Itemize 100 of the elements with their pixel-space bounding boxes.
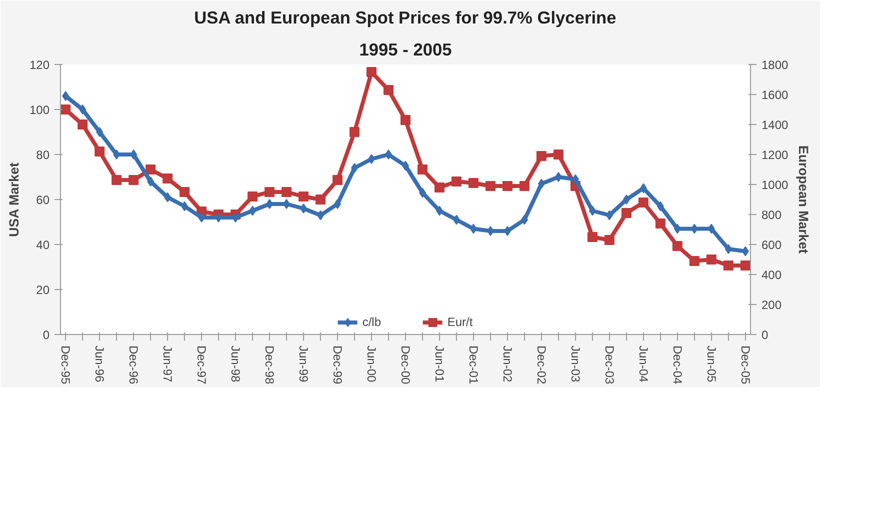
- point: [674, 224, 681, 234]
- point: [554, 172, 562, 182]
- point: [706, 254, 716, 264]
- y2-tick-label: 1000: [762, 178, 789, 192]
- x-tick-label: Dec-01: [466, 346, 480, 385]
- y-tick-label: 0: [42, 328, 50, 342]
- x-tick-label: Dec-97: [194, 346, 209, 385]
- x-tick-label: Dec-03: [602, 346, 616, 385]
- point: [198, 212, 206, 222]
- point: [78, 120, 88, 130]
- point: [723, 260, 734, 270]
- y-tick-label: 100: [29, 103, 50, 117]
- point: [690, 224, 698, 234]
- point: [264, 187, 275, 197]
- point: [248, 192, 258, 202]
- y-tick-label: 40: [36, 238, 50, 252]
- legend-label: c/lb: [362, 315, 382, 329]
- x-tick-label: Dec-04: [670, 346, 684, 385]
- point: [113, 150, 120, 160]
- x-tick-label: Dec-99: [330, 346, 345, 385]
- point: [266, 199, 274, 209]
- y-axis-title: USA Market: [6, 162, 22, 237]
- x-tick-label: Jun-04: [636, 346, 650, 383]
- x-tick-label: Jun-05: [704, 346, 718, 383]
- x-tick-label: Jun-00: [364, 346, 379, 383]
- point: [62, 91, 70, 101]
- point: [298, 192, 309, 202]
- y2-axis-title: European Market: [796, 145, 812, 254]
- point: [164, 192, 172, 202]
- point: [418, 188, 426, 198]
- point: [520, 214, 528, 225]
- point: [249, 206, 256, 216]
- x-tick-label: Dec-98: [262, 346, 277, 385]
- point: [504, 226, 511, 236]
- point: [368, 154, 376, 164]
- point: [180, 187, 190, 197]
- y2-tick-label: 1800: [762, 58, 789, 72]
- point: [638, 198, 648, 208]
- point: [485, 181, 496, 191]
- point: [316, 194, 326, 204]
- point: [60, 104, 71, 114]
- point: [536, 151, 546, 161]
- point: [740, 260, 750, 270]
- point: [300, 204, 308, 214]
- y2-tick-label: 400: [762, 268, 782, 282]
- point: [708, 224, 715, 234]
- point: [621, 208, 632, 218]
- point: [553, 150, 564, 160]
- point: [436, 206, 443, 216]
- point: [384, 85, 394, 95]
- y-tick-label: 20: [36, 283, 50, 297]
- point: [572, 174, 579, 184]
- point: [640, 183, 647, 194]
- point: [334, 199, 342, 209]
- point: [351, 163, 358, 173]
- x-tick-label: Jun-96: [92, 346, 107, 383]
- point: [434, 182, 444, 192]
- x-tick-label: Jun-97: [160, 346, 175, 383]
- point: [656, 201, 664, 212]
- y2-tick-label: 1400: [762, 118, 789, 132]
- point: [604, 235, 614, 245]
- x-tick-label: Dec-00: [398, 346, 412, 385]
- point: [655, 218, 666, 228]
- x-tick-label: Jun-03: [568, 346, 582, 383]
- point: [587, 232, 598, 242]
- point: [317, 210, 324, 220]
- point: [622, 194, 630, 204]
- point: [502, 181, 512, 191]
- point: [724, 244, 732, 254]
- point: [742, 246, 749, 256]
- y-tick-label: 80: [36, 148, 50, 162]
- point: [112, 175, 122, 185]
- point: [366, 67, 377, 77]
- point: [146, 164, 156, 174]
- point: [468, 178, 478, 188]
- chart-subtitle: 1995 - 2005: [359, 40, 452, 60]
- point: [538, 178, 545, 189]
- y-tick-label: 60: [36, 193, 50, 207]
- x-tick-label: Dec-96: [126, 346, 141, 385]
- point: [470, 224, 477, 234]
- point: [79, 104, 86, 114]
- point: [417, 164, 428, 174]
- point: [606, 210, 613, 220]
- point: [282, 187, 292, 197]
- x-tick-label: Jun-98: [228, 346, 243, 383]
- point: [519, 181, 530, 191]
- point: [400, 115, 410, 125]
- point: [451, 176, 462, 186]
- point: [385, 150, 392, 160]
- point: [128, 175, 139, 185]
- y2-tick-label: 800: [762, 208, 782, 222]
- point: [486, 226, 494, 236]
- point: [332, 175, 343, 185]
- point: [283, 199, 290, 209]
- point: [350, 127, 360, 137]
- point: [181, 201, 188, 212]
- y2-tick-label: 0: [762, 328, 768, 342]
- point: [452, 214, 460, 225]
- point: [162, 174, 173, 184]
- x-tick-label: Dec-95: [58, 346, 73, 385]
